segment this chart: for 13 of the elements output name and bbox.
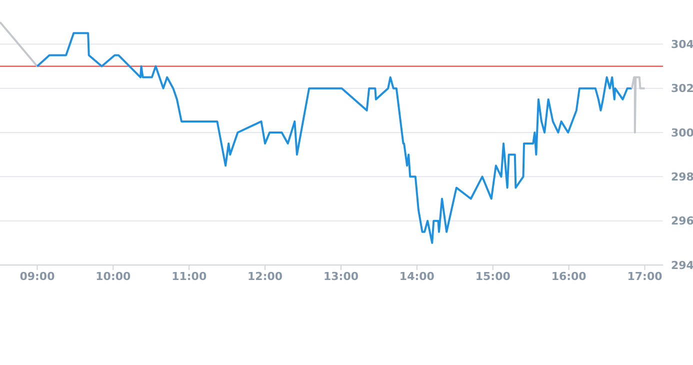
- y-tick-label: 296: [671, 214, 693, 228]
- line-series: [36, 32, 633, 244]
- x-tick-label: 12:00: [248, 270, 283, 283]
- x-tick-label: 15:00: [475, 270, 511, 283]
- x-tick-label: 09:00: [20, 270, 56, 283]
- x-tick-label: 14:00: [399, 270, 435, 283]
- x-tick-label: 11:00: [172, 270, 207, 283]
- x-tick-label: 16:00: [551, 270, 587, 283]
- x-tick-label: 17:00: [627, 270, 663, 283]
- x-tick-label: 10:00: [96, 270, 132, 283]
- y-tick-label: 298: [671, 170, 693, 184]
- y-tick-label: 302: [671, 82, 693, 96]
- x-tick-label: 13:00: [323, 270, 359, 283]
